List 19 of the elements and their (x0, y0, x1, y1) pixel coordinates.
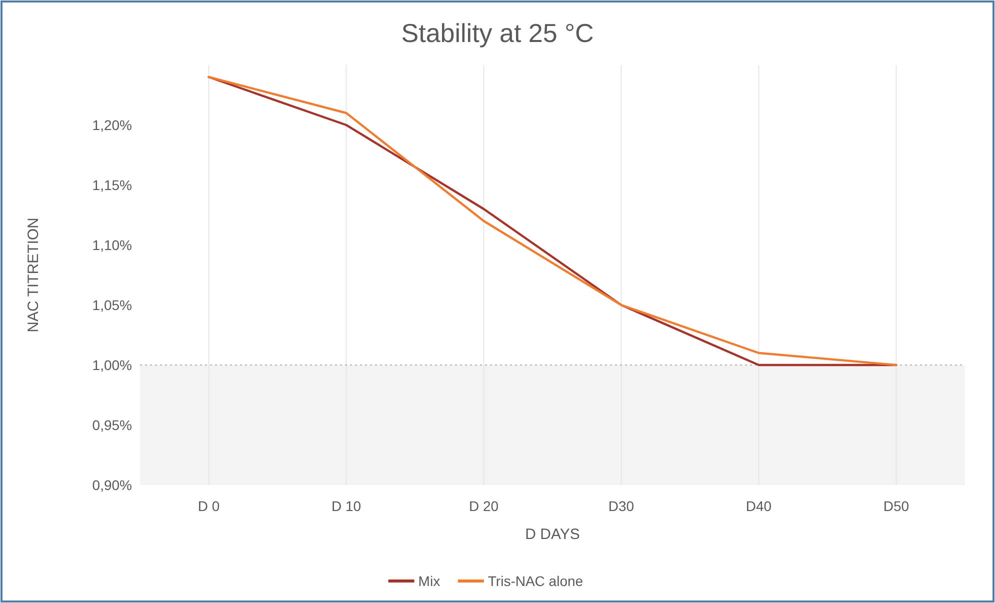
line-series (208, 76, 898, 366)
x-tick-label: D50 (883, 498, 910, 514)
chart-title: Stability at 25 °C (401, 18, 594, 48)
y-tick-label: 1,15% (92, 176, 132, 193)
legend-label: Tris-NAC alone (488, 572, 584, 589)
x-tick-label: D40 (746, 498, 772, 514)
y-tick-label: 0,90% (92, 476, 132, 493)
y-tick-label: 0,95% (92, 416, 132, 433)
y-tick-label: 1,05% (92, 296, 132, 313)
y-tick-label: 1,10% (92, 236, 132, 253)
y-tick-label: 1,00% (92, 356, 132, 373)
x-tick-label: D 20 (468, 498, 499, 514)
x-tick-label: D 0 (198, 498, 220, 514)
y-axis-title: NAC TITRETION (25, 218, 42, 332)
y-tick-label: 1,20% (92, 116, 132, 133)
x-axis-title: D DAYS (525, 526, 580, 543)
x-tick-label: D 10 (331, 498, 362, 514)
x-tick-label: D30 (608, 498, 634, 514)
legend-label: Mix (418, 572, 440, 589)
